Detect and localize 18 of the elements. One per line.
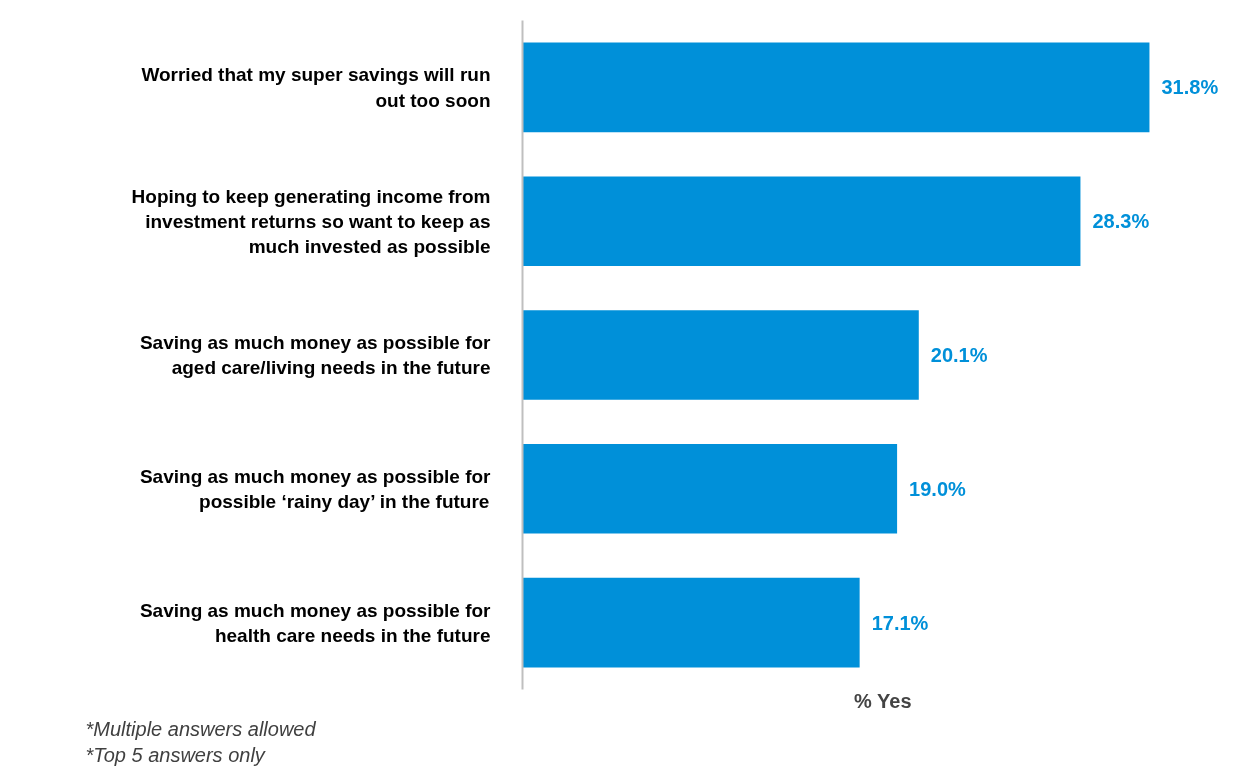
text: *Multiple answers allowed — [85, 717, 317, 740]
y-tick-label: Worried that my super savings will run out too soon — [141, 64, 491, 111]
data-label: 19.0% — [909, 477, 967, 500]
data-label: 28.3% — [1092, 210, 1150, 233]
y-tick-label: Saving as much money as possible for aged care/living needs in the future — [139, 331, 492, 379]
bar — [522, 443, 898, 534]
y-tick-label: Saving as much money as possible for health care needs in the future — [139, 599, 492, 646]
data-label: 31.8% — [1161, 76, 1219, 99]
y-tick-label: Saving as much money as possible for possible ‘rainy day’ in the future — [139, 465, 492, 512]
text: *Top 5 answers only — [85, 743, 266, 766]
x-axis-title: % Yes — [854, 689, 912, 712]
data-label: 20.1% — [930, 344, 988, 366]
bar — [522, 42, 1150, 133]
bar — [522, 176, 1081, 267]
bar — [522, 577, 860, 668]
data-label: 17.1% — [871, 611, 929, 634]
bar — [522, 310, 919, 400]
y-tick-label: Hoping to keep generating income from investment returns so want to keep as much invested as possible — [131, 185, 491, 257]
